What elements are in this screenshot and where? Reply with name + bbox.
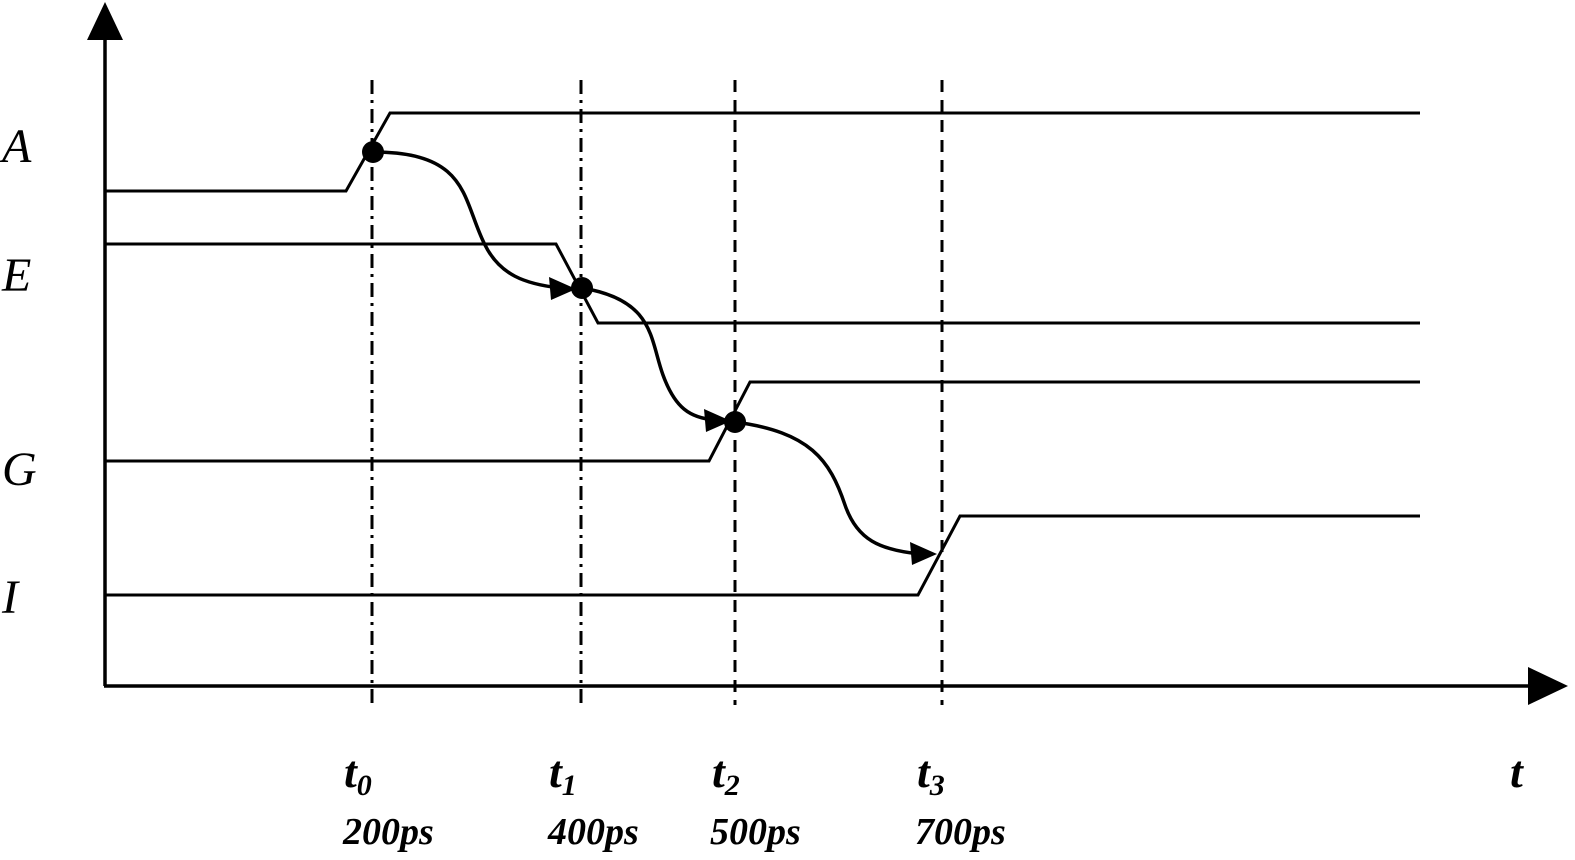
signal-label-e: E [1,249,31,302]
event-dot-a [362,141,384,163]
causality-arrow-e-to-g [582,288,715,420]
axes: t [87,2,1568,797]
waveform-e [105,244,1420,323]
signal-label-i: I [1,571,20,624]
waveform-a [105,113,1420,191]
y-axis-arrow-icon [87,2,123,40]
signal-label-g: G [2,443,37,496]
time-marker-label-t2: t2 [712,746,740,802]
time-marker-lines [372,80,942,705]
time-marker-labels: t0 200ps t1 400ps t2 500ps t3 700ps [342,746,1006,853]
waveform-g [105,382,1420,461]
causality-arrow-g-to-i [735,422,920,554]
event-dot-g [724,411,746,433]
time-marker-label-t1: t1 [549,746,577,802]
event-dot-e [571,277,593,299]
causality-arrows [373,152,937,565]
signal-label-a: A [0,120,32,173]
causality-arrow-a-to-e [373,152,560,288]
waveforms [105,113,1420,595]
time-marker-value-t1: 400ps [547,811,639,853]
time-marker-value-t0: 200ps [342,811,434,853]
time-marker-value-t2: 500ps [710,811,801,853]
time-marker-label-t3: t3 [917,746,945,802]
time-marker-label-t0: t0 [344,746,372,802]
waveform-i [105,516,1420,595]
signal-labels: A E G I [0,120,37,624]
x-axis-label: t [1510,746,1524,797]
x-axis-arrow-icon [1528,667,1568,705]
arrowhead-g-to-i-icon [910,542,937,565]
time-marker-value-t3: 700ps [915,811,1006,853]
